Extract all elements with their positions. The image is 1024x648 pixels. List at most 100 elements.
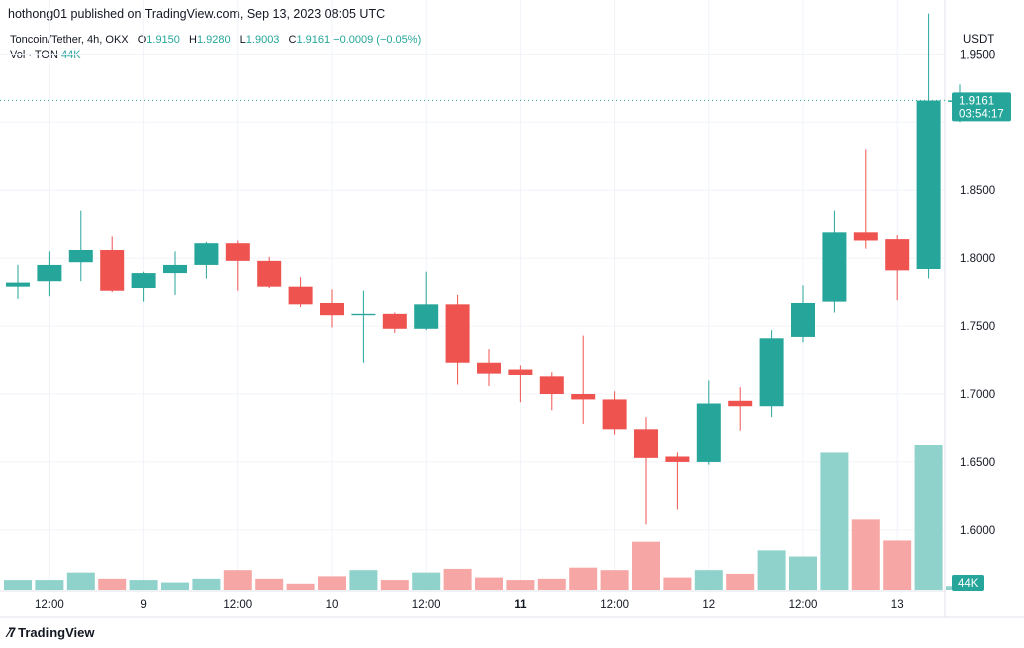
last-price-countdown: 03:54:17 [959,108,1004,120]
publisher-line: hothong01 published on TradingView.com, … [8,7,386,21]
candle-body [539,376,564,394]
time-tick-label: 12:00 [789,599,818,611]
volume-legend-row: Vol · TON 44K [10,48,421,63]
volume-bar [475,577,503,590]
candle-body [791,302,815,337]
volume-bar [192,578,221,590]
logo-text: TradingView [18,624,95,640]
candle-body [445,304,470,363]
open-label: O [137,34,147,46]
volume-bar [914,445,943,590]
candle-body [728,400,753,407]
price-tick-label: 1.8000 [960,253,995,265]
candle-body [885,239,910,271]
volume-bars [4,445,974,590]
candle-body [6,282,30,287]
tradingview-logo-icon: ⁄7 [8,624,16,640]
volume-bar [443,568,472,590]
low-label: L [239,34,246,46]
time-tick-label: 13 [891,599,904,611]
volume-bar [632,541,660,590]
close-label: C [288,34,297,46]
volume-bar [129,580,158,590]
price-tick-label: 1.6000 [960,525,995,537]
volume-bar [726,573,755,590]
volume-bar [98,578,127,590]
candle-body [288,286,313,305]
candle-body [382,313,407,329]
candle-body [665,456,690,462]
volume-bar [537,578,566,590]
volume-bar [600,570,629,590]
volume-value: 44K [60,49,81,61]
candle-body [477,362,501,374]
volume-bar [694,570,723,590]
candles [6,13,972,525]
volume-bar [412,572,441,590]
price-tick-label: 1.8500 [960,185,995,197]
time-tick-label: 9 [140,599,146,611]
candle-body [257,260,282,287]
candle-body [696,403,721,462]
price-tick-label: 1.9500 [960,49,995,61]
volume-bar [66,572,95,590]
volume-bar [255,578,284,590]
candle-body [225,243,250,261]
price-tick-label: 1.7500 [960,321,995,333]
low-value: 1.9003 [245,34,280,46]
candle-body [508,369,533,375]
candle-body [759,338,784,407]
candle-body [163,264,187,274]
volume-bar [380,580,409,590]
candle-body [916,100,941,270]
volume-bar [223,570,252,590]
close-value: 1.9161 [296,34,331,46]
candle-body [37,264,62,282]
volume-bar [789,556,817,590]
candle-body [100,249,125,291]
candle-body [602,399,627,430]
candle-body [351,313,376,316]
volume-bar [569,567,598,590]
volume-bar [663,577,692,590]
volume-bar [349,570,378,590]
time-tick-label: 10 [326,599,339,611]
candle-body [634,429,658,458]
last-price-badge: 1.9161 03:54:17 [952,92,1011,122]
high-value: 1.9280 [196,34,231,46]
last-volume-badge: 44K [952,575,984,591]
open-value: 1.9150 [146,34,180,46]
volume-bar [4,580,32,590]
volume-bar [757,550,786,590]
candle-body [320,302,344,316]
volume-bar [35,580,64,590]
change-value: −0.0009 (−0.05%) [333,34,422,46]
candle-body [853,232,878,241]
price-tick-label: 1.7000 [960,389,995,401]
time-tick-label: 12:00 [412,599,441,611]
volume-label[interactable]: Vol · TON [10,49,58,61]
volume-bar [851,519,880,590]
currency-label[interactable]: USDT [963,34,994,46]
volume-bar [318,576,346,590]
time-tick-label: 12:00 [600,599,629,611]
time-tick-label: 12:00 [223,599,252,611]
time-tick-label: 12 [702,599,715,611]
volume-bar [506,580,535,590]
volume-bar [161,582,189,590]
price-tick-label: 1.6500 [960,457,995,469]
candle-body [822,232,847,302]
candle-body [68,249,93,263]
candle-body [194,243,219,265]
candle-body [571,394,596,400]
volume-bar [883,540,912,590]
volume-bar [820,452,849,590]
time-axis: 12:00 9 12:00 10 12:00 11 12:00 12 12:00 13 [35,599,904,611]
price-axis: 1.6000 1.6500 1.7000 1.7500 1.8000 1.8500 1.95… [960,49,995,537]
tradingview-logo[interactable]: ⁄7 TradingView [8,624,94,640]
candle-body [414,304,439,329]
high-label: H [188,34,197,46]
symbol-label[interactable]: Toncoin/Tether, 4h, OKX [10,34,129,46]
chart-legend: Toncoin/Tether, 4h, OKX O1.9150 H1.9280 … [10,33,421,63]
